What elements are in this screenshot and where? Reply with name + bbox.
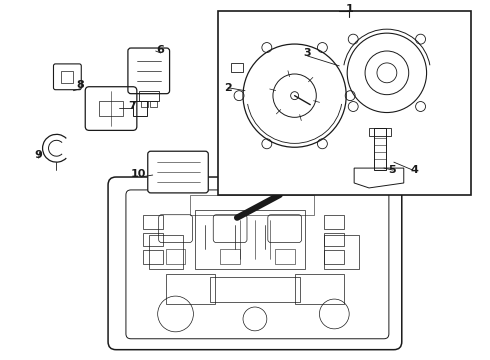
Text: 8: 8: [76, 80, 84, 90]
Bar: [374, 129, 386, 170]
Bar: [324, 215, 344, 229]
Text: 7: 7: [128, 100, 136, 111]
Bar: [196, 210, 305, 269]
Text: 3: 3: [304, 48, 311, 58]
Bar: [324, 233, 344, 247]
Bar: [141, 100, 148, 107]
Bar: [150, 100, 157, 107]
Bar: [61, 71, 74, 83]
Text: 9: 9: [35, 150, 43, 160]
Bar: [143, 215, 163, 229]
Bar: [294, 274, 344, 304]
Bar: [143, 233, 163, 247]
Bar: [191, 195, 315, 215]
FancyBboxPatch shape: [148, 151, 208, 193]
Bar: [275, 249, 294, 264]
Text: 5: 5: [388, 165, 395, 175]
Bar: [99, 100, 123, 117]
Bar: [143, 251, 163, 264]
Bar: [231, 63, 243, 72]
Bar: [220, 249, 240, 264]
Text: 10: 10: [131, 169, 147, 179]
Text: 2: 2: [224, 83, 232, 93]
Bar: [324, 251, 344, 264]
Bar: [149, 235, 183, 269]
Bar: [166, 274, 215, 304]
Bar: [166, 249, 185, 264]
Bar: [324, 235, 359, 269]
Bar: [369, 129, 391, 136]
Bar: [133, 100, 147, 117]
Bar: [210, 277, 299, 302]
Text: 4: 4: [411, 165, 418, 175]
Bar: [139, 91, 159, 100]
Bar: [218, 11, 471, 195]
Text: 1: 1: [345, 4, 353, 14]
Text: 6: 6: [157, 45, 165, 55]
